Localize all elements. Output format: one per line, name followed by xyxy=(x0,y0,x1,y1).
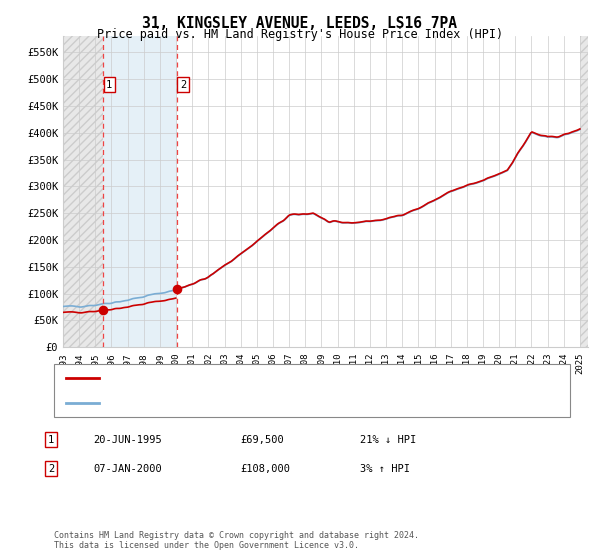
Text: £108,000: £108,000 xyxy=(240,464,290,474)
Text: 31, KINGSLEY AVENUE, LEEDS, LS16 7PA (detached house): 31, KINGSLEY AVENUE, LEEDS, LS16 7PA (de… xyxy=(105,373,423,383)
Text: £69,500: £69,500 xyxy=(240,435,284,445)
Bar xyxy=(580,36,588,347)
Text: 20-JUN-1995: 20-JUN-1995 xyxy=(93,435,162,445)
Bar xyxy=(103,36,176,347)
Text: 1: 1 xyxy=(106,80,112,90)
Text: Contains HM Land Registry data © Crown copyright and database right 2024.
This d: Contains HM Land Registry data © Crown c… xyxy=(54,530,419,550)
Text: 21% ↓ HPI: 21% ↓ HPI xyxy=(360,435,416,445)
Text: 2: 2 xyxy=(48,464,54,474)
Text: 1: 1 xyxy=(48,435,54,445)
Text: 31, KINGSLEY AVENUE, LEEDS, LS16 7PA: 31, KINGSLEY AVENUE, LEEDS, LS16 7PA xyxy=(143,16,458,31)
Point xyxy=(172,285,181,294)
Text: 2: 2 xyxy=(180,80,186,90)
Text: 07-JAN-2000: 07-JAN-2000 xyxy=(93,464,162,474)
Bar xyxy=(63,36,103,347)
Point xyxy=(98,305,107,314)
Text: 3% ↑ HPI: 3% ↑ HPI xyxy=(360,464,410,474)
Text: HPI: Average price, detached house, Leeds: HPI: Average price, detached house, Leed… xyxy=(105,398,351,408)
Text: Price paid vs. HM Land Registry's House Price Index (HPI): Price paid vs. HM Land Registry's House … xyxy=(97,28,503,41)
